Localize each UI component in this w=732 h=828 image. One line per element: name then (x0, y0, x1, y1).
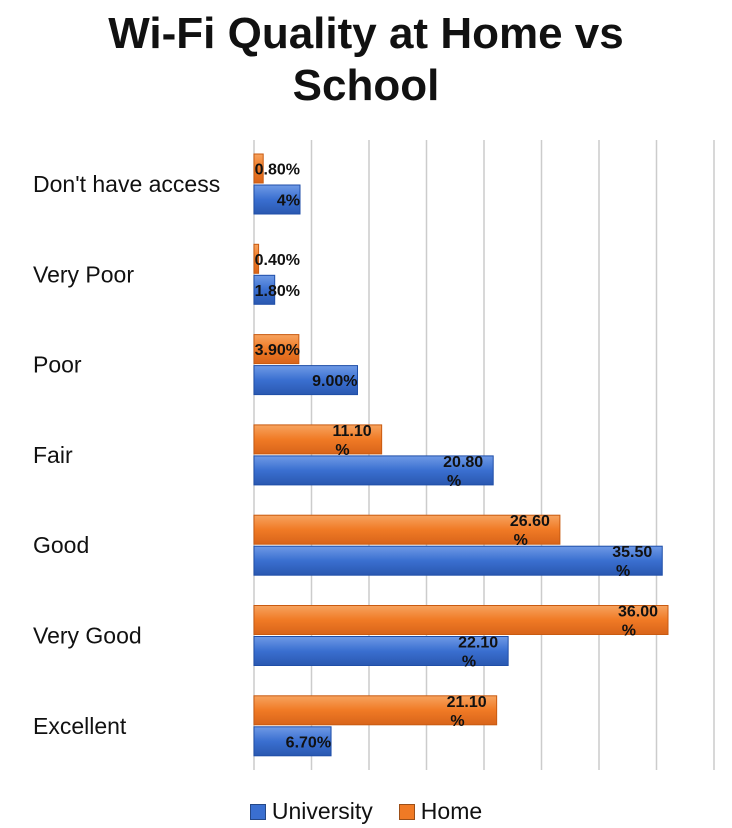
data-label-home: 36.00% (618, 604, 658, 640)
bar-home (253, 424, 383, 455)
category-label: Good (33, 532, 89, 558)
data-label-home: 11.10% (332, 423, 371, 459)
bar-university (253, 636, 509, 666)
data-label-home: 21.10% (447, 694, 487, 730)
bars (253, 153, 669, 757)
category-label: Poor (33, 352, 82, 378)
page-title: Wi-Fi Quality at Home vs School (108, 9, 624, 110)
legend-label-university: University (271, 798, 373, 824)
data-label-university: 9.00% (312, 373, 357, 390)
category-label: Excellent (33, 713, 127, 739)
bar-home (253, 514, 561, 545)
data-label-university: 35.50% (612, 544, 652, 580)
data-labels: 0.80% 4% 0.40% 1.80% 3.90% 9.00% 11.10 % 20.80 % 2… (255, 162, 658, 752)
bar-chart: Don't have access Very Poor Poor Fair Good Ve… (33, 140, 715, 770)
gridlines (253, 140, 715, 770)
data-label-university: 22.10% (458, 635, 498, 671)
bar-home (253, 243, 260, 274)
bar-university (253, 545, 663, 576)
bar-university (253, 726, 332, 757)
category-label: Very Good (33, 623, 142, 649)
bar-home (253, 153, 264, 184)
category-label: Very Poor (33, 261, 134, 287)
bar-home (253, 605, 669, 635)
bar-university (253, 365, 358, 396)
legend-swatch-university (249, 803, 266, 820)
data-label-home: 26.60% (510, 513, 550, 549)
category-label: Don't have access (33, 171, 220, 197)
data-label-university: 6.70% (286, 734, 331, 751)
data-label-university: 20.80% (443, 454, 483, 490)
bar-home (253, 695, 498, 726)
category-label: Fair (33, 442, 73, 468)
legend-item-university: University (249, 798, 373, 825)
data-label-home: 0.40% (255, 252, 300, 269)
category-labels: Don't have access Very Poor Poor Fair Good Ve… (33, 171, 220, 739)
bar-university (253, 184, 301, 215)
data-label-home: 0.80% (255, 162, 300, 179)
bar-university (253, 455, 494, 486)
data-label-university: 1.80% (255, 283, 300, 300)
bar-university (253, 274, 276, 305)
data-label-home: 3.90% (255, 342, 300, 359)
legend-swatch-home (398, 803, 415, 820)
data-label-university: 4% (277, 193, 300, 210)
legend: University Home (0, 798, 732, 825)
legend-item-home: Home (398, 798, 483, 825)
bar-home (253, 334, 300, 365)
legend-label-home: Home (420, 798, 483, 824)
